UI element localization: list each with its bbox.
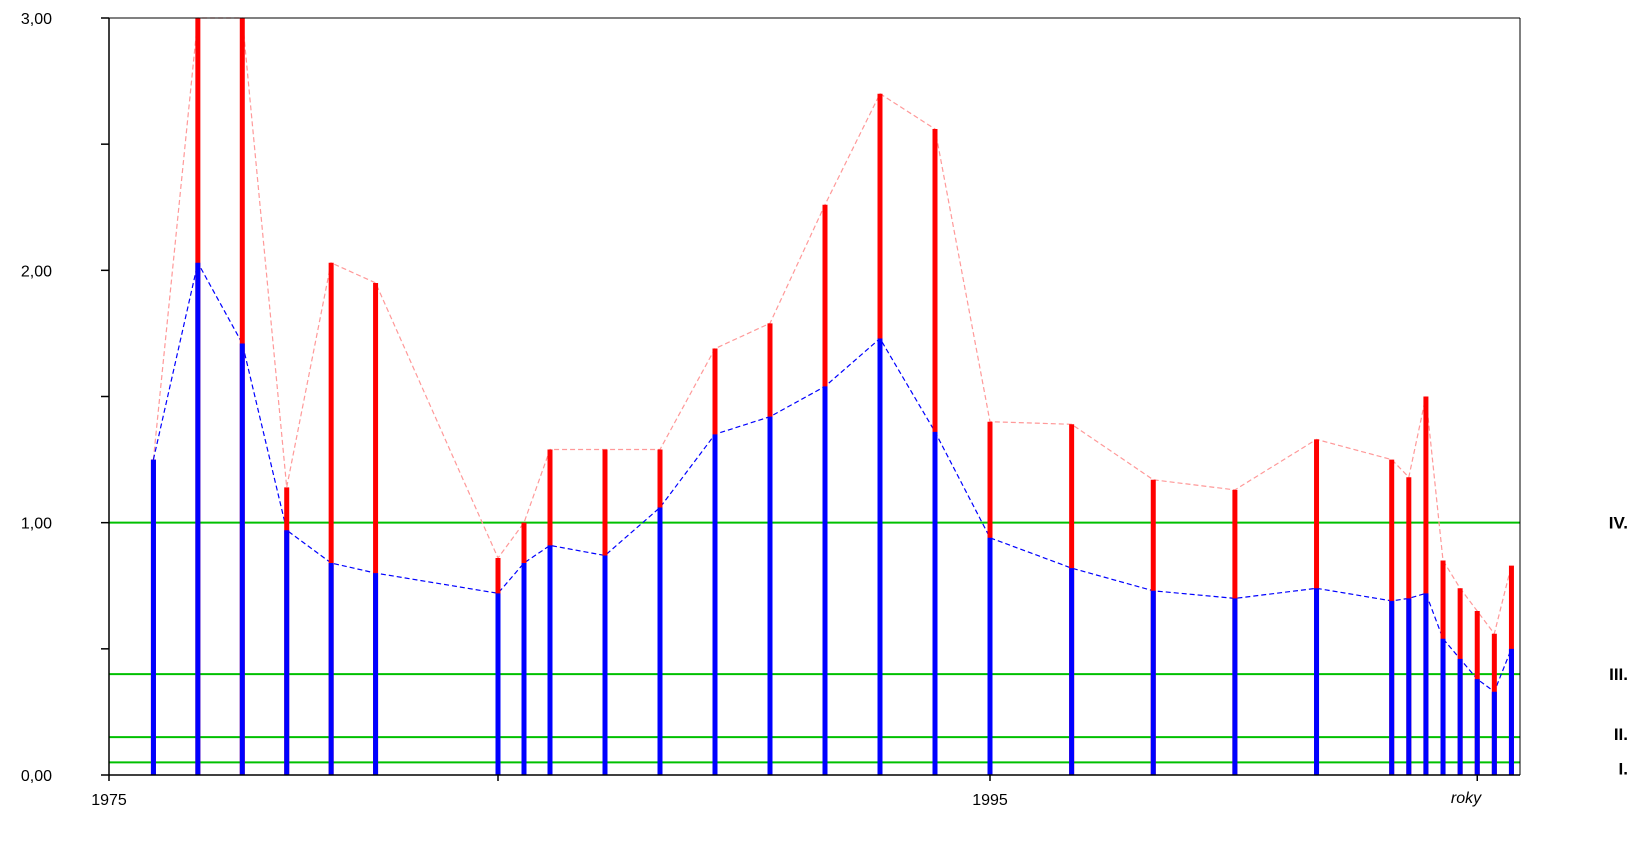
axes xyxy=(101,17,1521,781)
x-tick-label: 1975 xyxy=(91,792,127,809)
y-tick-label: 0,00 xyxy=(21,768,52,785)
upper-trend-line xyxy=(152,17,1512,636)
lower-trend-line xyxy=(152,261,1512,693)
trend-lines xyxy=(152,17,1512,693)
x-axis-title: roky xyxy=(1451,790,1482,807)
y-tick-label: 1,00 xyxy=(21,516,52,533)
labels: IV. III. II. I. 0,00 1,00 2,00 3,00 1975 1995 roky xyxy=(21,11,1628,809)
reference-label: III. xyxy=(1609,665,1628,684)
reference-lines xyxy=(109,521,1520,764)
x-tick-label: 1995 xyxy=(972,792,1008,809)
reference-label: IV. xyxy=(1609,514,1628,533)
reference-label: II. xyxy=(1614,725,1628,744)
reference-label: I. xyxy=(1619,759,1628,778)
y-tick-label: 3,00 xyxy=(21,11,52,28)
y-tick-label: 2,00 xyxy=(21,263,52,280)
bars xyxy=(150,18,1514,775)
